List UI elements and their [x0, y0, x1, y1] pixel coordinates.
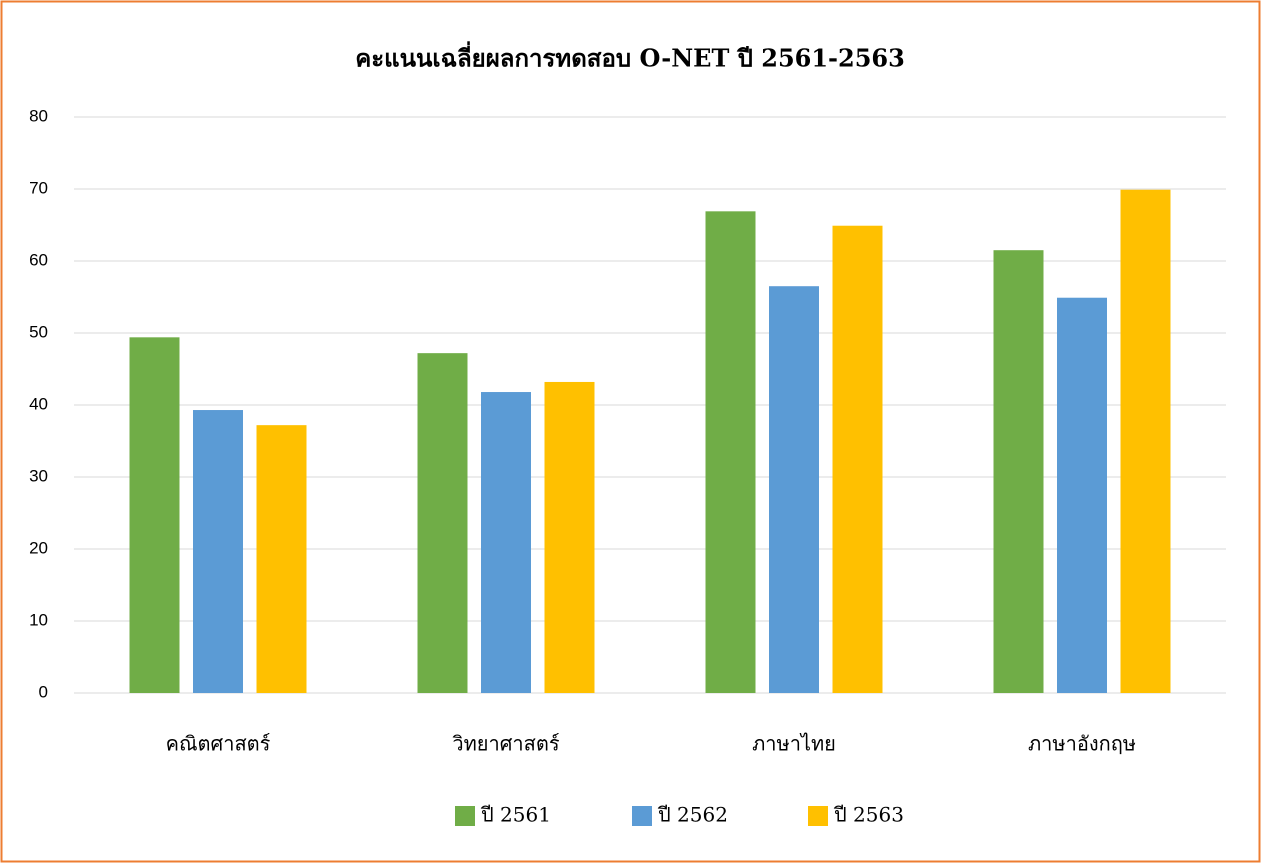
- y-tick-label: 20: [29, 538, 48, 557]
- bar: [993, 250, 1044, 693]
- bar: [832, 225, 883, 693]
- bar: [193, 410, 243, 693]
- y-tick-label: 60: [29, 250, 48, 269]
- legend-swatch: [808, 806, 828, 826]
- x-tick-label: ภาษาไทย: [752, 732, 836, 756]
- bar: [1057, 297, 1107, 693]
- legend-swatch: [632, 806, 652, 826]
- y-tick-label: 0: [39, 682, 48, 701]
- legend-swatch: [455, 806, 475, 826]
- legend-label: ปี 2563: [834, 803, 904, 827]
- bar: [1120, 189, 1171, 693]
- y-tick-label: 30: [29, 466, 48, 485]
- y-tick-label: 10: [29, 610, 48, 629]
- bar: [544, 381, 595, 693]
- bar: [769, 286, 819, 693]
- y-tick-label: 40: [29, 394, 48, 413]
- x-tick-label: วิทยาศาสตร์: [452, 732, 559, 756]
- x-tick-label: คณิตศาสตร์: [166, 732, 271, 756]
- bar: [129, 337, 180, 693]
- legend-label: ปี 2562: [658, 803, 728, 827]
- x-tick-label: ภาษาอังกฤษ: [1028, 732, 1136, 756]
- y-tick-label: 50: [29, 322, 48, 341]
- y-tick-label: 70: [29, 178, 48, 197]
- bar: [705, 211, 756, 693]
- y-tick-label: 80: [29, 106, 48, 125]
- chart-title: คะแนนเฉลี่ยผลการทดสอบ O-NET ปี 2561-2563: [355, 41, 905, 73]
- bar: [256, 425, 307, 693]
- legend-label: ปี 2561: [481, 803, 551, 827]
- bar: [481, 392, 531, 693]
- bar: [417, 353, 468, 693]
